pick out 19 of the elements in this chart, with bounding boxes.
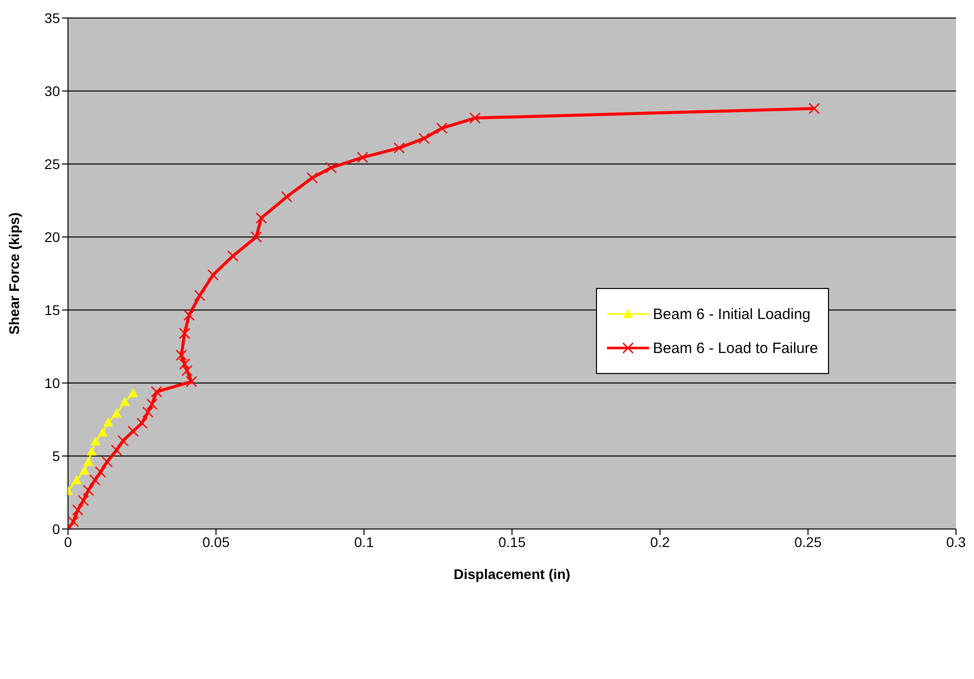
x-tick-label: 0.1 xyxy=(354,534,374,550)
legend-label: Beam 6 - Load to Failure xyxy=(652,340,818,356)
y-tick-label: 20 xyxy=(44,228,60,245)
x-tick-label: 0.05 xyxy=(202,534,230,550)
x-tick-label: 0 xyxy=(64,534,72,550)
y-axis-title: Shear Force (kips) xyxy=(6,212,22,335)
x-tick-label: 0.2 xyxy=(650,534,670,550)
y-tick-label: 15 xyxy=(44,302,60,318)
y-tick-label: 35 xyxy=(44,10,60,26)
y-tick-label: 25 xyxy=(44,156,60,172)
x-tick-label: 0.3 xyxy=(946,534,966,550)
y-tick-label: 0 xyxy=(52,520,60,537)
y-tick-label: 5 xyxy=(52,448,60,464)
y-tick-label: 30 xyxy=(44,82,60,99)
x-tick-label: 0.15 xyxy=(498,534,526,550)
x-axis-title: Displacement (in) xyxy=(454,566,570,582)
legend-label: Beam 6 - Initial Loading xyxy=(652,306,811,322)
y-tick-label: 10 xyxy=(44,374,60,391)
x-tick-label: 0.25 xyxy=(794,534,822,550)
